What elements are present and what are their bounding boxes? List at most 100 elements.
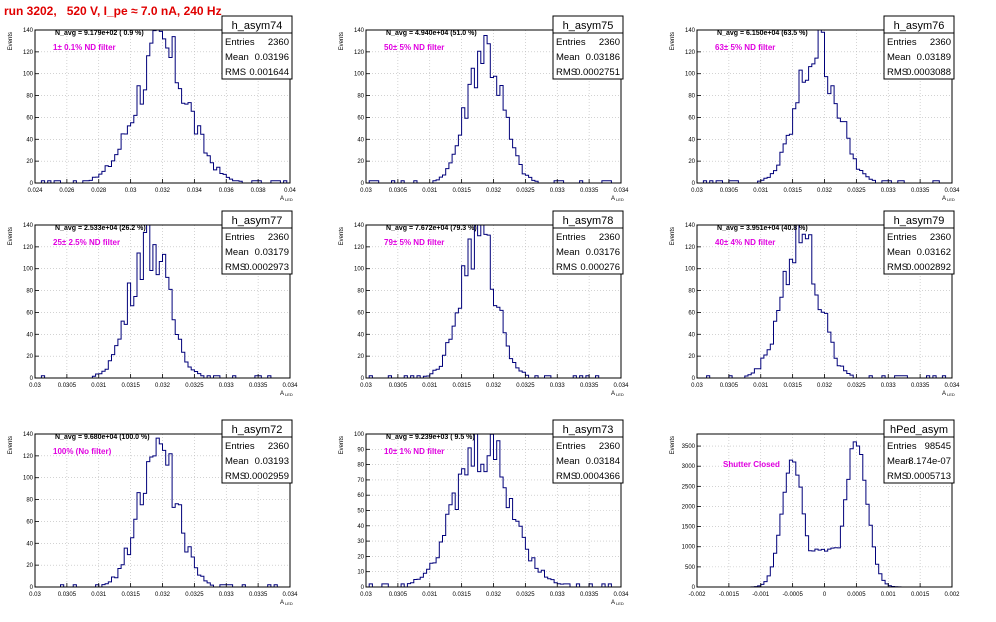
y-tick-label: 100 xyxy=(354,72,365,78)
x-tick-label: 0.032 xyxy=(486,383,502,389)
filter-label: Shutter Closed xyxy=(723,460,780,469)
y-tick-label: 70 xyxy=(357,478,364,484)
x-tick-label: 0.033 xyxy=(550,592,566,598)
y-tick-label: 60 xyxy=(688,115,695,121)
y-tick-label: 100 xyxy=(354,267,365,273)
x-tick-label: 0.031 xyxy=(91,592,107,598)
x-tick-label: 0.034 xyxy=(944,383,960,389)
stats-value-rms: 0.001644 xyxy=(249,67,289,78)
y-tick-label: 3000 xyxy=(682,464,696,470)
x-tick-label: 0.0315 xyxy=(121,592,140,598)
stats-value-entries: 98545 xyxy=(925,441,951,452)
y-tick-label: 60 xyxy=(357,115,364,121)
x-tick-label: 0.0005 xyxy=(847,592,866,598)
run-title: run 3202, 520 V, I_pe ≈ 7.0 nA, 240 Hz xyxy=(4,4,222,18)
x-tick-label: 0.0315 xyxy=(452,592,471,598)
x-tick-label: 0.0305 xyxy=(58,592,77,598)
x-tick-label: 0.024 xyxy=(27,188,43,194)
y-tick-label: 20 xyxy=(357,554,364,560)
x-tick-label: 0.0335 xyxy=(580,383,599,389)
x-tick-label: 0.032 xyxy=(817,188,833,194)
y-tick-label: 0 xyxy=(30,376,34,382)
histogram-panel-h_asym72: 0.03 0.0305 0.031 0.0315 0.032 0.0325 0.033 0.0… xyxy=(8,419,298,606)
histogram-name: h_asym75 xyxy=(563,20,614,32)
stats-box xyxy=(221,419,293,484)
x-tick-label: 0.032 xyxy=(486,592,502,598)
y-tick-label: 80 xyxy=(357,463,364,469)
y-tick-label: 0 xyxy=(692,585,696,591)
stats-value-entries: 2360 xyxy=(930,232,951,243)
x-tick-label: 0.032 xyxy=(155,188,171,194)
stats-box xyxy=(883,419,955,484)
y-tick-label: 140 xyxy=(23,223,34,229)
x-tick-label: 0.0305 xyxy=(389,188,408,194)
y-tick-label: 40 xyxy=(357,332,364,338)
y-tick-label: 20 xyxy=(26,159,33,165)
x-tick-label: 0.032 xyxy=(155,592,171,598)
x-tick-label: 0.03 xyxy=(691,188,703,194)
navg-annotation: N_avg = 4.940e+04 (51.0 %) xyxy=(386,30,477,37)
y-tick-label: 2000 xyxy=(682,504,696,510)
y-axis-label: Events xyxy=(670,227,676,245)
x-tick-label: 0.0325 xyxy=(847,188,866,194)
x-tick-label: 0.034 xyxy=(282,592,298,598)
x-tick-label: 0.0325 xyxy=(516,592,535,598)
y-tick-label: 80 xyxy=(357,94,364,100)
y-tick-label: 140 xyxy=(685,28,696,34)
stats-value-entries: 2360 xyxy=(930,37,951,48)
histogram-panel-h_asym76: 0.03 0.0305 0.031 0.0315 0.032 0.0325 0.033 0.0… xyxy=(670,15,960,202)
stats-value-mean: 0.03189 xyxy=(917,52,951,63)
x-tick-label: 0.0315 xyxy=(452,383,471,389)
x-tick-label: 0.0335 xyxy=(911,383,930,389)
y-tick-label: 2500 xyxy=(682,484,696,490)
x-tick-label: 0.002 xyxy=(944,592,960,598)
y-tick-label: 60 xyxy=(26,519,33,525)
y-tick-label: 140 xyxy=(23,432,34,438)
x-tick-label: 0.0325 xyxy=(516,188,535,194)
stats-key-rms: RMS xyxy=(887,67,908,78)
stats-box xyxy=(221,15,293,80)
stats-key-entries: Entries xyxy=(887,37,917,48)
y-tick-label: 80 xyxy=(26,289,33,295)
x-tick-label: 0.04 xyxy=(284,188,296,194)
filter-label: 63± 5% ND filter xyxy=(715,43,775,52)
stats-value-rms: 0.0004366 xyxy=(575,471,620,482)
x-tick-label: 0.034 xyxy=(187,188,203,194)
y-tick-label: 0 xyxy=(30,585,34,591)
x-tick-label: 0.0325 xyxy=(516,383,535,389)
x-tick-label: 0.033 xyxy=(219,592,235,598)
stats-value-mean: 0.03179 xyxy=(255,247,289,258)
filter-label: 100% (No filter) xyxy=(53,447,112,456)
y-tick-label: 0 xyxy=(361,376,365,382)
x-tick-label: 0.0335 xyxy=(911,188,930,194)
x-tick-label: 0.031 xyxy=(422,383,438,389)
navg-annotation: N_avg = 9.680e+04 (100.0 %) xyxy=(55,434,150,441)
stats-box xyxy=(552,210,624,275)
stats-box xyxy=(552,419,624,484)
navg-annotation: N_avg = 6.150e+04 (63.5 %) xyxy=(717,30,808,37)
stats-box xyxy=(883,210,955,275)
x-tick-label: 0.0325 xyxy=(185,592,204,598)
filter-label: 40± 4% ND filter xyxy=(715,238,775,247)
y-tick-label: 80 xyxy=(26,94,33,100)
y-tick-label: 80 xyxy=(688,94,695,100)
x-tick-label: 0.032 xyxy=(486,188,502,194)
x-tick-label: 0.0315 xyxy=(452,188,471,194)
stats-box xyxy=(221,210,293,275)
x-axis-label: A xyxy=(280,391,284,397)
stats-key-rms: RMS xyxy=(556,262,577,273)
y-tick-label: 0 xyxy=(361,181,365,187)
y-tick-label: 0 xyxy=(361,585,365,591)
histogram-series-h_asym78 xyxy=(366,224,621,379)
histogram-panel-h_asym79: 0.03 0.0305 0.031 0.0315 0.032 0.0325 0.033 0.0… xyxy=(670,210,960,397)
y-tick-label: 60 xyxy=(26,115,33,121)
y-tick-label: 100 xyxy=(23,267,34,273)
navg-annotation: N_avg = 3.951e+04 (40.8 %) xyxy=(717,225,808,232)
stats-box xyxy=(883,15,955,80)
y-tick-label: 120 xyxy=(685,245,696,251)
histogram-panel-h_asym77: 0.03 0.0305 0.031 0.0315 0.032 0.0325 0.033 0.0… xyxy=(8,210,298,397)
x-axis-label-subscript: LED xyxy=(616,392,624,397)
histogram-name: h_asym77 xyxy=(232,215,283,227)
navg-annotation: N_avg = 7.672e+04 (79.3 %) xyxy=(386,225,477,232)
